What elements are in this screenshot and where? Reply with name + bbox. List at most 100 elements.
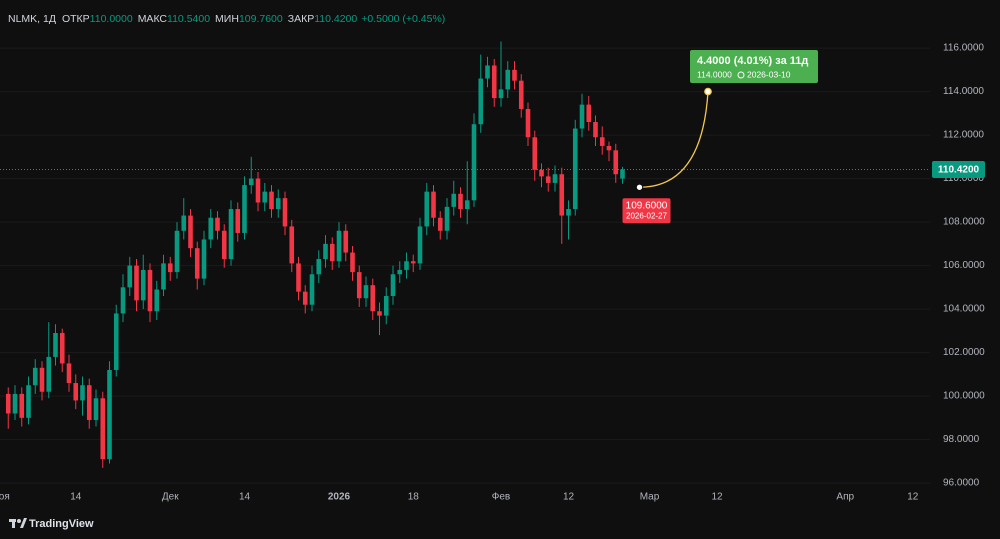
candle-body: [140, 269, 146, 301]
candle-body: [228, 209, 234, 260]
legend: NLMK, 1Д ОТКР110.0000 МАКС110.5400 МИН109.7…: [8, 13, 445, 25]
candle-body: [167, 263, 173, 273]
end-date: 2026-03-10: [747, 69, 791, 79]
candle-body: [458, 193, 463, 210]
legend-field-value: 110.0000: [90, 13, 133, 25]
legend-field-label: МАКС: [138, 13, 168, 25]
projection-end: [704, 87, 712, 96]
y-tick-label: 112.0000: [943, 130, 984, 141]
x-tick-label: 2026: [328, 492, 351, 503]
start-box: [622, 198, 671, 224]
logo-shape: [12, 519, 15, 528]
candle-body: [296, 263, 301, 292]
candle-body: [404, 261, 409, 270]
candle-body: [566, 209, 571, 216]
candle-body: [19, 393, 25, 418]
candle-body: [370, 285, 376, 312]
y-tick-label: 116.0000: [943, 43, 984, 54]
projection-curve: [639, 91, 709, 188]
candle-body: [471, 124, 477, 201]
candle-body: [552, 174, 558, 183]
candle-body: [498, 89, 504, 99]
y-tick-label: 110.0000: [943, 173, 984, 184]
end-box: [690, 50, 818, 83]
candle-body: [485, 65, 490, 79]
legend-change: +0.5000 (+0.45%): [361, 13, 445, 25]
x-tick-label: 14: [70, 492, 82, 503]
x-tick-label: Фев: [492, 492, 510, 503]
x-tick-label: 18: [408, 492, 420, 503]
candle-body: [161, 263, 166, 290]
candle-body: [66, 363, 72, 384]
candle-body: [431, 191, 436, 218]
start-price: 109.6000: [626, 200, 668, 211]
candle-body: [525, 108, 531, 138]
candle-body: [424, 191, 430, 227]
projection-change: 4.4000 (4.01%) за 11д: [697, 55, 808, 67]
last-price-label: 110.4200: [938, 165, 980, 176]
candle-body: [39, 367, 45, 392]
y-tick-label: 104.0000: [943, 304, 985, 315]
candle-body: [329, 243, 335, 262]
candle-body: [215, 217, 220, 231]
candle-body: [262, 191, 268, 203]
start-date: 2026-02-27: [626, 211, 667, 220]
candle-body: [356, 272, 362, 299]
candle-body: [505, 69, 511, 90]
candle-body: [134, 265, 139, 301]
candle-body: [390, 274, 396, 297]
candle-body: [377, 311, 382, 316]
candle-body: [309, 274, 315, 305]
logo-shape: [17, 519, 21, 523]
candle-body: [437, 217, 443, 231]
y-tick-label: 96.0000: [943, 478, 980, 489]
candle-body: [491, 65, 497, 99]
x-tick-label: 12: [563, 492, 575, 503]
last-price-box: [932, 160, 985, 178]
legend-field-value: 110.4200: [314, 13, 357, 25]
candle-body: [26, 385, 31, 418]
candle-body: [73, 383, 79, 401]
y-tick-label: 98.0000: [943, 434, 980, 445]
candle-body: [383, 296, 389, 316]
candle-body: [59, 333, 65, 364]
x-tick-label: 12: [711, 492, 723, 503]
candle-body: [532, 137, 538, 170]
candle-body: [579, 104, 585, 129]
candle-body: [620, 169, 625, 179]
candle-body: [221, 230, 227, 260]
candle-body: [154, 289, 160, 312]
y-tick-label: 100.0000: [943, 391, 985, 402]
candle-body: [113, 313, 119, 370]
candle-body: [174, 230, 180, 273]
candle-body: [444, 206, 450, 231]
candle-body: [323, 243, 328, 260]
candle-body: [363, 285, 369, 299]
candle-body: [242, 185, 247, 233]
clock-icon: [737, 71, 745, 79]
candle-body: [46, 356, 52, 392]
candle-body: [572, 128, 578, 210]
x-tick-label: Мар: [640, 492, 660, 503]
tradingview-logo: [9, 518, 27, 528]
candle-body: [586, 104, 592, 123]
projection-start: [635, 183, 644, 191]
x-tick-label: 12: [907, 492, 919, 503]
candle-body: [606, 145, 612, 151]
candle-body: [248, 178, 254, 186]
candle-body: [417, 226, 423, 264]
candle-body: [127, 265, 133, 288]
candle-body: [86, 385, 92, 421]
candle-body: [302, 291, 308, 305]
candle-body: [478, 78, 484, 125]
x-tick-label: 14: [239, 492, 251, 503]
brand: TradingView: [29, 518, 94, 530]
candle-body: [512, 69, 517, 81]
candle-body: [201, 239, 207, 279]
candle-body: [451, 193, 457, 207]
candle-body: [188, 215, 193, 249]
candle-body: [147, 269, 153, 312]
legend-field-value: 109.7600: [239, 13, 283, 25]
